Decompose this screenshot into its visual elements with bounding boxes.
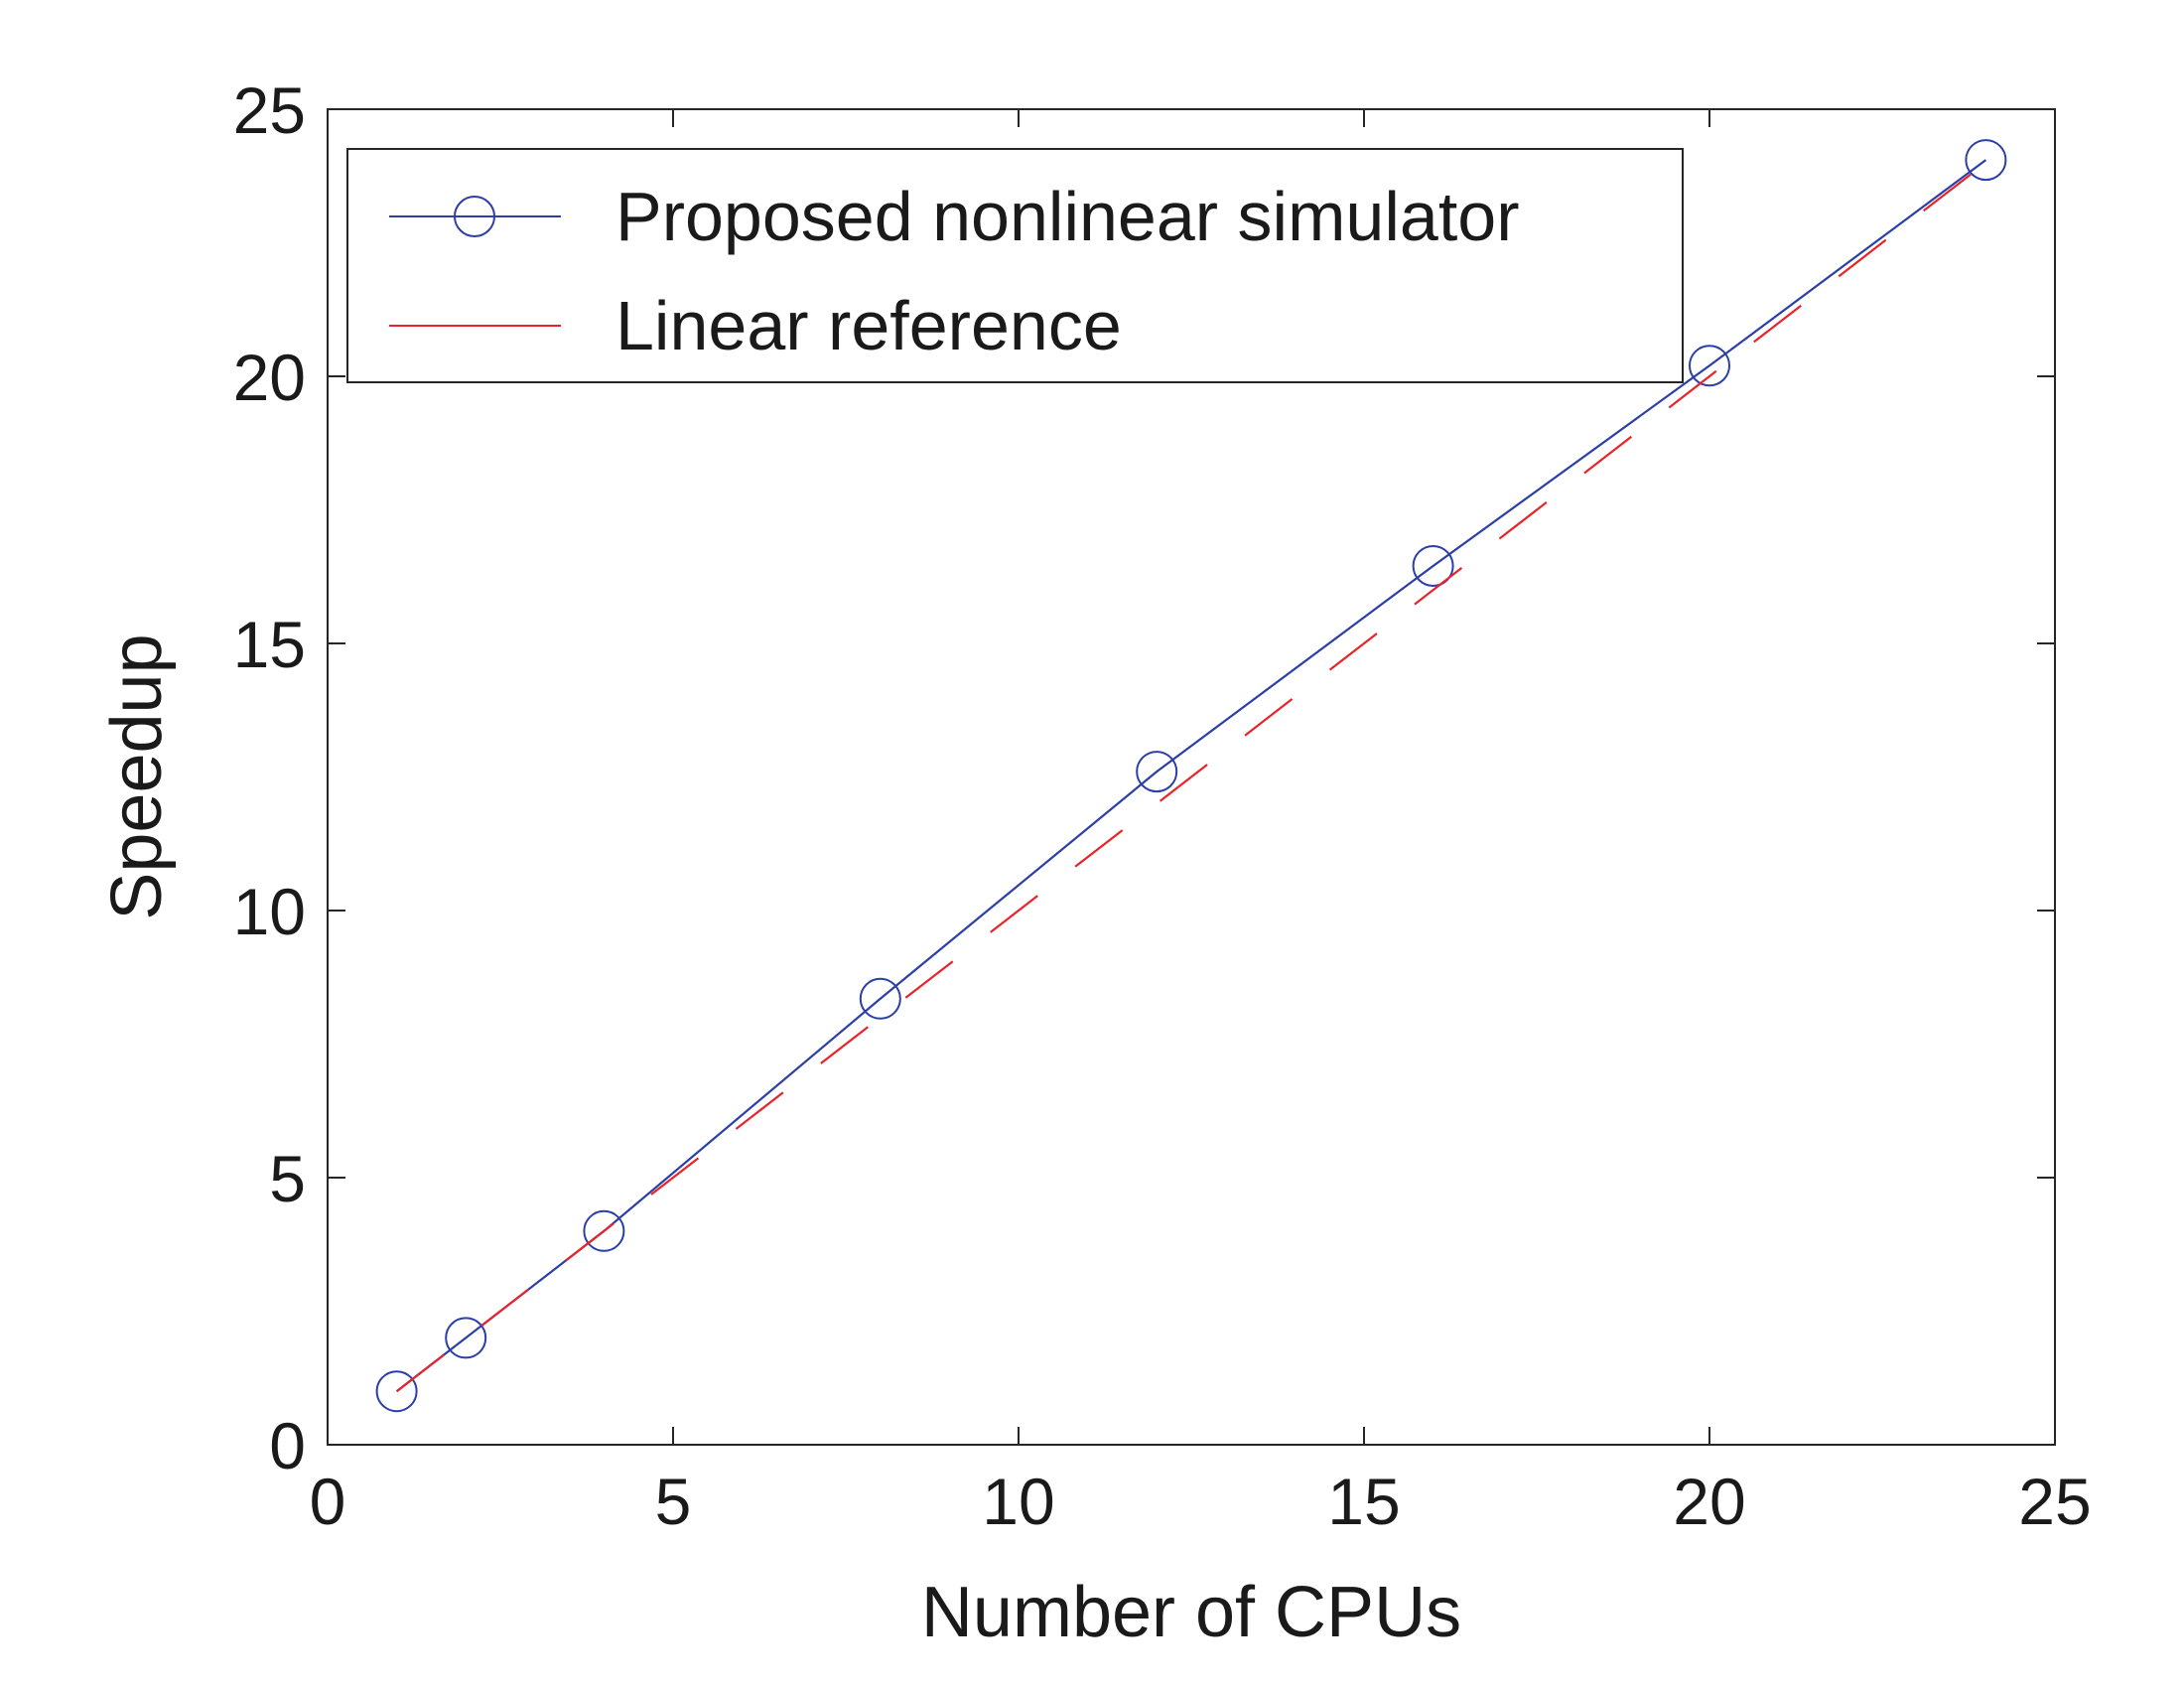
legend-label: Proposed nonlinear simulator bbox=[615, 178, 1520, 255]
y-tick-label: 5 bbox=[269, 1142, 306, 1215]
data-point-marker bbox=[1965, 139, 2007, 182]
data-point-marker bbox=[375, 1370, 418, 1413]
y-tick-label: 20 bbox=[233, 341, 306, 414]
x-tick-label: 25 bbox=[2018, 1465, 2091, 1538]
x-tick-label: 15 bbox=[1327, 1465, 1400, 1538]
axes: 0 5 10 15 20 25 0 5 10 15 20 25 bbox=[233, 73, 2092, 1538]
x-axis-label: Number of CPUs bbox=[921, 1573, 1461, 1652]
y-tick-label: 25 bbox=[233, 73, 306, 147]
series-2 bbox=[395, 161, 1987, 1393]
legend-swatch-marker bbox=[454, 196, 495, 237]
x-tick-label: 10 bbox=[982, 1465, 1054, 1538]
data-point-marker bbox=[583, 1209, 625, 1252]
legend-box bbox=[346, 148, 1684, 383]
x-tick-label: 0 bbox=[310, 1465, 346, 1538]
y-tick-label: 0 bbox=[269, 1409, 306, 1482]
x-tick-label: 20 bbox=[1673, 1465, 1745, 1538]
y-tick-label: 10 bbox=[233, 875, 306, 948]
data-point-marker bbox=[1412, 544, 1454, 587]
legend-label: Linear reference bbox=[615, 287, 1122, 364]
data-point-marker bbox=[859, 977, 901, 1020]
data-point-marker bbox=[1136, 751, 1178, 793]
data-point-marker bbox=[445, 1317, 487, 1359]
legend: Proposed nonlinear simulator Linear refer… bbox=[346, 148, 1684, 383]
y-tick-label: 15 bbox=[233, 608, 306, 681]
data-point-marker bbox=[1689, 345, 1730, 387]
plot-frame bbox=[327, 108, 2056, 1446]
plot-area bbox=[375, 139, 2007, 1413]
x-tick-label: 5 bbox=[655, 1465, 692, 1538]
reference-line bbox=[395, 161, 1987, 1393]
y-axis-label: Speedup bbox=[97, 633, 177, 919]
